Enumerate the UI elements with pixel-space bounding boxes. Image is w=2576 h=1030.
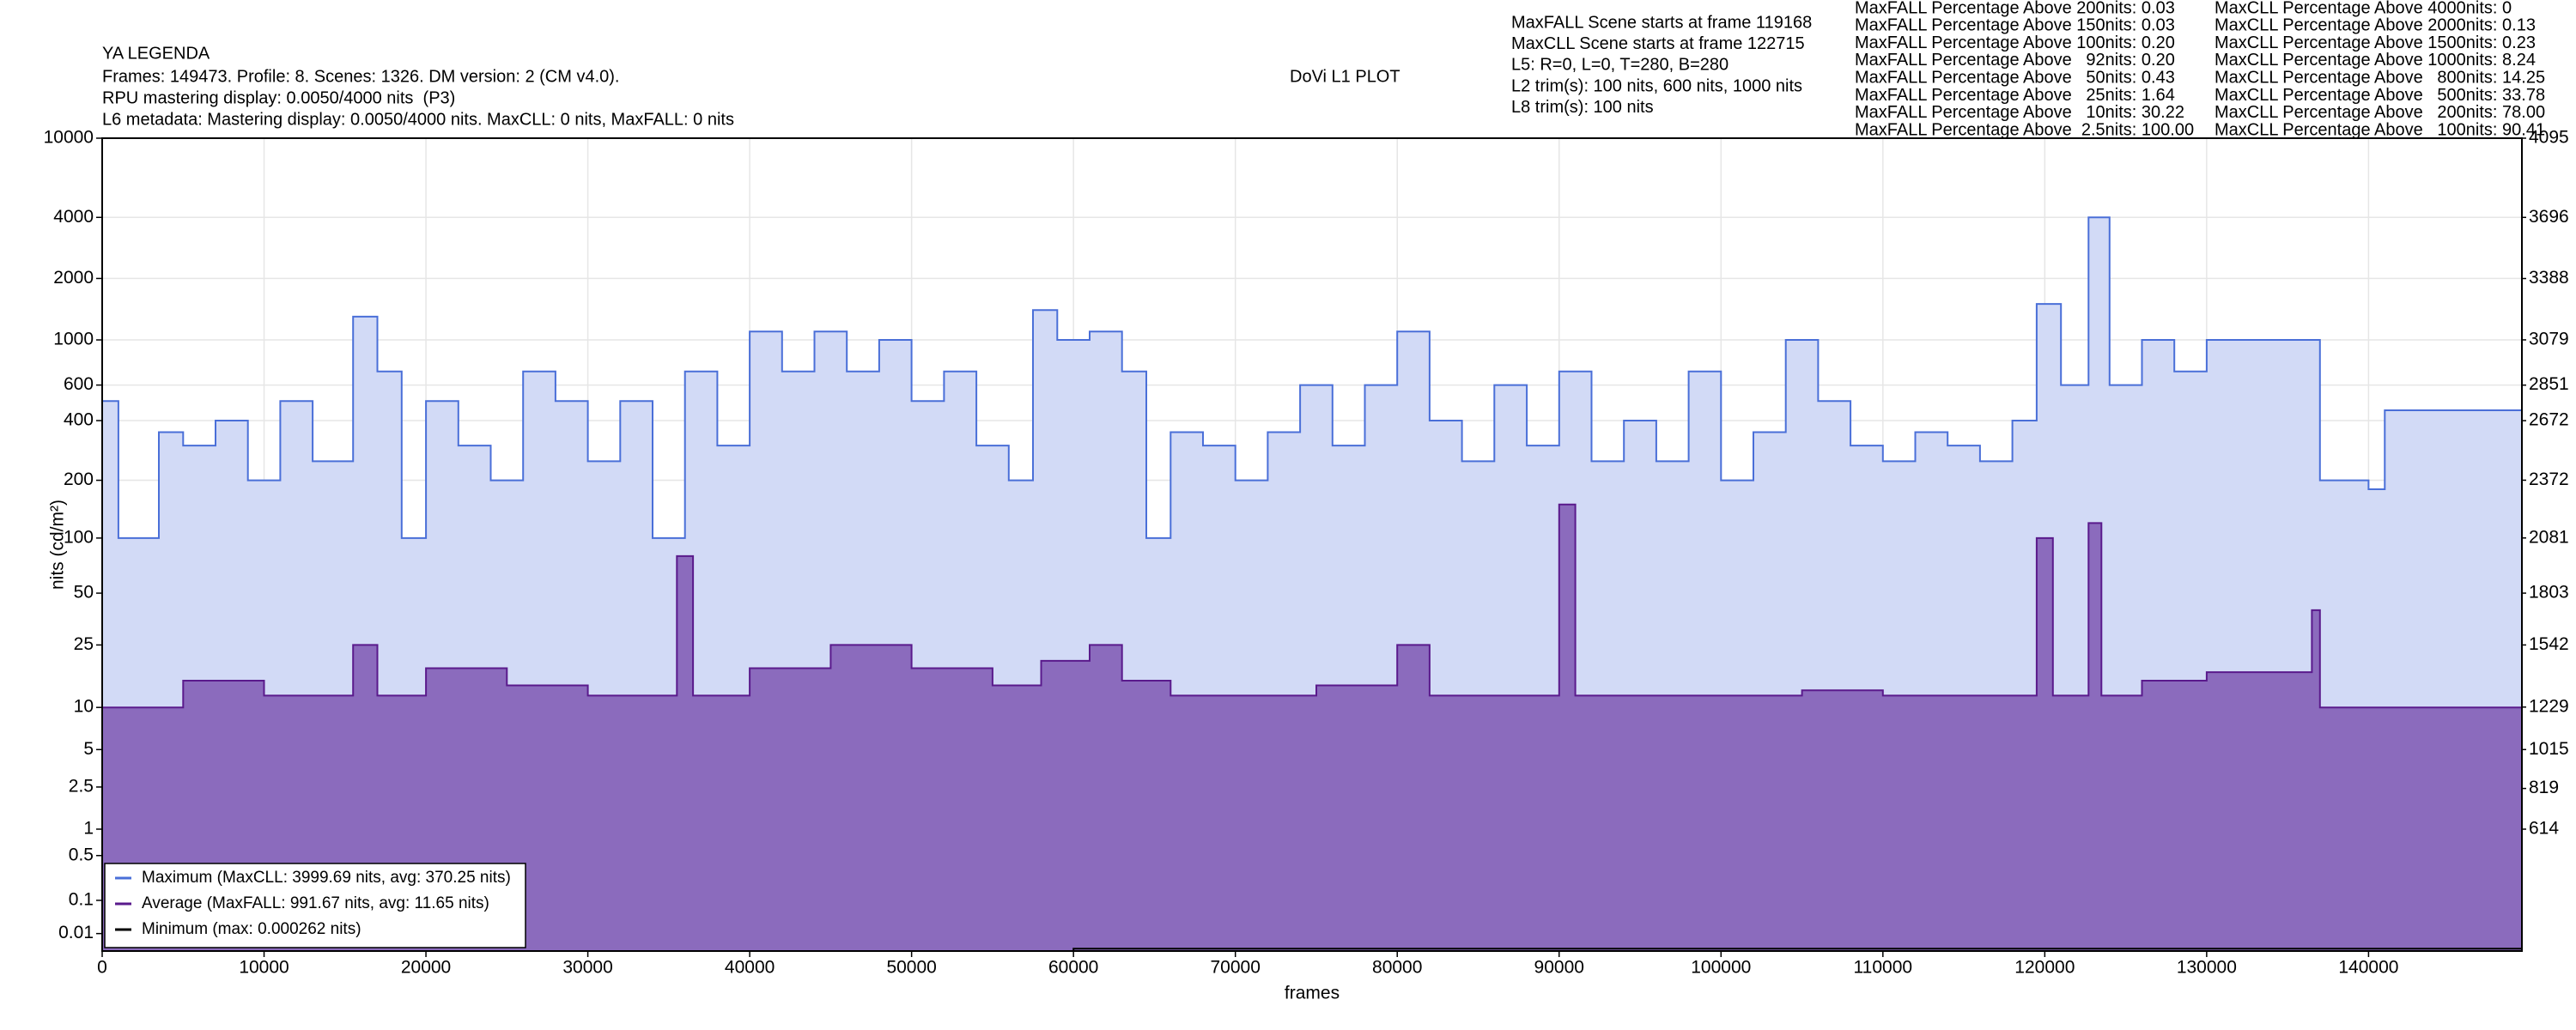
plot-area xyxy=(101,137,2523,952)
y-tick-label: 1000 xyxy=(53,330,94,349)
info-line: L2 trim(s): 100 nits, 600 nits, 1000 nit… xyxy=(1511,76,1802,95)
y2-tick-label: 1229 xyxy=(2529,696,2569,716)
chart-title: DoVi L1 PLOT xyxy=(1290,67,1400,86)
legend-label: Minimum (max: 0.000262 nits) xyxy=(142,920,361,938)
maxcll-percentage: MaxCLL Percentage Above 4000nits: 0 xyxy=(2215,0,2512,17)
y-tick-label: 100 xyxy=(64,527,94,547)
maxfall-percentage: MaxFALL Percentage Above 50nits: 0.43 xyxy=(1855,68,2175,87)
maxcll-percentage: MaxCLL Percentage Above 500nits: 33.78 xyxy=(2215,86,2545,105)
y2-tick-label: 4095 xyxy=(2529,128,2569,148)
maxcll-percentage: MaxCLL Percentage Above 800nits: 14.25 xyxy=(2215,68,2545,87)
y2-tick-label: 2372 xyxy=(2529,470,2569,489)
y-tick-label: 4000 xyxy=(53,207,94,227)
y2-tick-label: 3388 xyxy=(2529,268,2569,288)
maxfall-percentage: MaxFALL Percentage Above 92nits: 0.20 xyxy=(1855,51,2175,70)
x-tick-label: 60000 xyxy=(1048,958,1098,978)
y-tick-label: 25 xyxy=(74,634,94,654)
x-tick-label: 50000 xyxy=(886,958,936,978)
series-line xyxy=(102,216,2522,539)
y-tick-label: 1 xyxy=(83,819,94,839)
info-line: MaxCLL Scene starts at frame 122715 xyxy=(1511,34,1805,53)
y-tick-label: 400 xyxy=(64,410,94,430)
y-tick-label: 50 xyxy=(74,583,94,603)
x-tick-label: 90000 xyxy=(1534,958,1584,978)
maxcll-percentage: MaxCLL Percentage Above 200nits: 78.00 xyxy=(2215,103,2545,122)
y-tick-label: 0.01 xyxy=(58,923,94,942)
x-tick-label: 10000 xyxy=(239,958,289,978)
y-tick-label: 0.1 xyxy=(69,890,94,910)
maxcll-percentage: MaxCLL Percentage Above 1000nits: 8.24 xyxy=(2215,51,2536,70)
legend: Maximum (MaxCLL: 3999.69 nits, avg: 370.… xyxy=(104,863,526,948)
maxfall-percentage: MaxFALL Percentage Above 100nits: 0.20 xyxy=(1855,33,2175,52)
legend-label: Average (MaxFALL: 991.67 nits, avg: 11.6… xyxy=(142,894,489,912)
y-tick-label: 2000 xyxy=(53,268,94,288)
y2-tick-label: 3696 xyxy=(2529,207,2569,227)
header-line: RPU mastering display: 0.0050/4000 nits … xyxy=(102,88,455,107)
y-tick-label: 2.5 xyxy=(69,776,94,796)
info-line: L5: R=0, L=0, T=280, B=280 xyxy=(1511,56,1728,75)
header-line: YA LEGENDA xyxy=(102,44,210,63)
series-line xyxy=(102,503,2522,709)
y-tick-label: 200 xyxy=(64,470,94,489)
y-tick-label: 600 xyxy=(64,374,94,394)
legend-box xyxy=(104,863,526,948)
legend-label: Maximum (MaxCLL: 3999.69 nits, avg: 370.… xyxy=(142,869,511,887)
x-tick-label: 140000 xyxy=(2338,958,2398,978)
x-tick-label: 120000 xyxy=(2014,958,2075,978)
header: YA LEGENDA Frames: 149473. Profile: 8. S… xyxy=(102,44,1400,129)
x-tick-label: 20000 xyxy=(401,958,451,978)
x-tick-label: 80000 xyxy=(1372,958,1422,978)
x-tick-label: 70000 xyxy=(1211,958,1261,978)
x-tick-label: 30000 xyxy=(562,958,612,978)
y2-tick-label: 2851 xyxy=(2529,374,2569,394)
header-line: L6 metadata: Mastering display: 0.0050/4… xyxy=(102,110,734,129)
x-tick-label: 40000 xyxy=(725,958,775,978)
maxcll-percentage: MaxCLL Percentage Above 2000nits: 0.13 xyxy=(2215,16,2536,35)
maxfall-percentage: MaxFALL Percentage Above 200nits: 0.03 xyxy=(1855,0,2175,17)
series-area xyxy=(102,504,2522,951)
x-axis-label: frames xyxy=(1285,984,1340,1003)
x-tick-label: 110000 xyxy=(1854,958,1913,978)
maxcll-percentage: MaxCLL Percentage Above 1500nits: 0.23 xyxy=(2215,33,2536,52)
info-line: MaxFALL Scene starts at frame 119168 xyxy=(1511,13,1812,32)
header-line: Frames: 149473. Profile: 8. Scenes: 1326… xyxy=(102,67,619,86)
maxfall-percentage: MaxFALL Percentage Above 2.5nits: 100.00 xyxy=(1855,120,2194,139)
info-line: L8 trim(s): 100 nits xyxy=(1511,98,1654,117)
y2-tick-label: 614 xyxy=(2529,819,2559,839)
y2-tick-label: 1803 xyxy=(2529,583,2569,603)
y2-tick-label: 1542 xyxy=(2529,634,2569,654)
y-tick-label: 10000 xyxy=(44,128,94,148)
x-tick-label: 130000 xyxy=(2177,958,2237,978)
y-tick-label: 5 xyxy=(83,739,94,759)
maxfall-percentage: MaxFALL Percentage Above 10nits: 30.22 xyxy=(1855,103,2184,122)
plot-frame xyxy=(101,137,2523,952)
y2-tick-label: 1015 xyxy=(2529,739,2569,759)
y-tick-label: 10 xyxy=(74,697,94,717)
y2-tick-label: 819 xyxy=(2529,778,2559,797)
maxcll-percentage: MaxCLL Percentage Above 100nits: 90.41 xyxy=(2215,120,2545,139)
x-tick-label: 100000 xyxy=(1691,958,1751,978)
y2-tick-label: 2081 xyxy=(2529,527,2569,547)
y2-tick-label: 2672 xyxy=(2529,410,2569,430)
maxfall-percentage: MaxFALL Percentage Above 150nits: 0.03 xyxy=(1855,16,2175,35)
y2-tick-label: 3079 xyxy=(2529,330,2569,349)
maxfall-percentage: MaxFALL Percentage Above 25nits: 1.64 xyxy=(1855,86,2175,105)
x-tick-label: 0 xyxy=(97,958,107,978)
y-tick-label: 0.5 xyxy=(69,845,94,864)
y-axis-label: nits (cd/m²) xyxy=(48,500,68,590)
